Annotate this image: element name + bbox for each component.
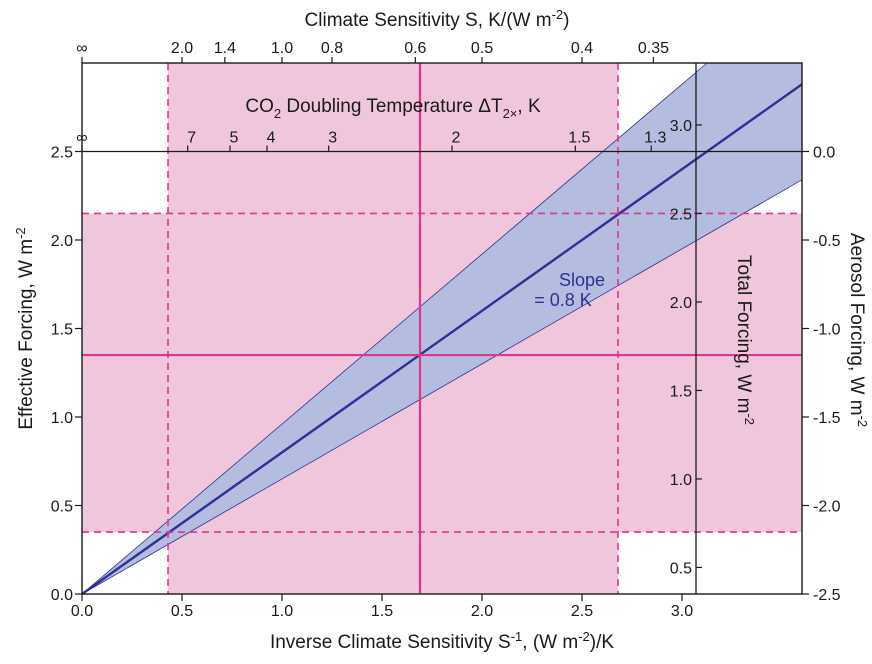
- bottom-tick-label: 1.0: [271, 603, 293, 620]
- total-forcing-tick-label: 0.5: [670, 560, 692, 577]
- bottom-axis-title-part: , (W m: [522, 632, 578, 653]
- aerosol-forcing-title: Aerosol Forcing, W m-2: [846, 233, 870, 427]
- total-forcing-tick-label: 1.0: [670, 472, 692, 489]
- left-tick-label: 2.5: [51, 145, 73, 162]
- slope-annotation-line1: Slope: [559, 270, 605, 290]
- bottom-tick-label: 0.0: [71, 603, 93, 620]
- aerosol-tick-label: 0.0: [813, 145, 835, 162]
- total-forcing-title-part: Total Forcing, W m: [733, 255, 754, 413]
- left-axis-title-part: Effective Forcing, W m: [16, 239, 37, 430]
- bottom-axis-title-part: Inverse Climate Sensitivity S: [270, 632, 511, 653]
- aerosol-tick-label: -0.5: [813, 233, 841, 250]
- top-tick-label: 0.6: [404, 40, 426, 57]
- co2-axis-title-part: CO: [245, 96, 274, 117]
- co2-tick-label: 3: [328, 130, 337, 147]
- aerosol-tick-label: -1.0: [813, 322, 841, 339]
- left-tick-label: 1.0: [51, 410, 73, 427]
- aerosol-tick-label: -2.5: [813, 587, 841, 604]
- top-infinity-label: ∞: [76, 40, 87, 57]
- top-tick-label: 0.35: [638, 40, 669, 57]
- co2-tick-label: 5: [230, 130, 239, 147]
- top-tick-label: 1.0: [271, 40, 293, 57]
- left-tick-label: 2.0: [51, 233, 73, 250]
- top-tick-label: 0.8: [321, 40, 343, 57]
- aerosol-forcing-title-part: Aerosol Forcing, W m: [846, 233, 867, 416]
- top-tick-label: 1.4: [214, 40, 236, 57]
- left-tick-label: 0.0: [51, 587, 73, 604]
- co2-axis-title-part: Doubling Temperature ΔT: [281, 96, 503, 117]
- bottom-tick-label: 1.5: [371, 603, 393, 620]
- top-tick-label: 0.4: [571, 40, 593, 57]
- top-axis-title-part: ): [563, 10, 569, 31]
- left-tick-label: 1.5: [51, 322, 73, 339]
- top-axis-title: Climate Sensitivity S, K/(W m-2): [305, 7, 570, 31]
- co2-infinity-label: ∞: [76, 130, 87, 147]
- left-axis-title: Effective Forcing, W m-2: [13, 227, 37, 429]
- co2-tick-label: 1.5: [568, 130, 590, 147]
- co2-tick-label: 1.3: [644, 130, 666, 147]
- series-line-0: [81, 83, 803, 595]
- bottom-tick-label: 2.5: [571, 603, 593, 620]
- top-axis-title-part: Climate Sensitivity S, K/(W m: [305, 10, 552, 31]
- total-forcing-tick-label: 2.5: [670, 206, 692, 223]
- axes: [75, 57, 809, 601]
- total-forcing-tick-label: 3.0: [670, 118, 692, 135]
- aerosol-tick-label: -2.0: [813, 499, 841, 516]
- bottom-axis-title-part: -1: [511, 629, 523, 644]
- bottom-axis-title-part: -2: [578, 629, 590, 644]
- co2-axis-title-part: 2: [274, 106, 281, 121]
- labels: 0.0 0.5 1.0 1.5 2.0 2.5 3.00.00.51.01.52.02.5∞…: [13, 7, 870, 653]
- top-tick-label: 0.5: [471, 40, 493, 57]
- top-tick-label: 2.0: [171, 40, 193, 57]
- total-forcing-tick-label: 2.0: [670, 295, 692, 312]
- co2-tick-label: 2: [452, 130, 461, 147]
- left-axis-title-part: -2: [13, 227, 28, 239]
- co2-axis-title-part: , K: [517, 96, 541, 117]
- bottom-tick-label: 3.0: [671, 603, 693, 620]
- co2-tick-label: 7: [187, 130, 196, 147]
- left-tick-label: 0.5: [51, 499, 73, 516]
- total-forcing-title: Total Forcing, W m-2: [733, 255, 757, 425]
- bottom-tick-label: 0.5: [171, 603, 193, 620]
- co2-axis-title: CO2 Doubling Temperature ΔT2×, K: [245, 96, 541, 121]
- slope-annotation-line2: = 0.8 K: [534, 290, 592, 310]
- total-forcing-tick-label: 1.5: [670, 383, 692, 400]
- co2-axis-title-part: 2×: [503, 106, 518, 121]
- total-forcing-title-part: -2: [742, 413, 757, 425]
- bottom-tick-label: 2.0: [471, 603, 493, 620]
- aerosol-forcing-title-part: -2: [855, 416, 870, 428]
- aerosol-tick-label: -1.5: [813, 410, 841, 427]
- bottom-axis-title-part: )/K: [590, 632, 615, 653]
- co2-tick-label: 4: [267, 130, 276, 147]
- bottom-axis-title: Inverse Climate Sensitivity S-1, (W m-2)…: [270, 629, 614, 653]
- top-axis-title-part: -2: [552, 7, 564, 22]
